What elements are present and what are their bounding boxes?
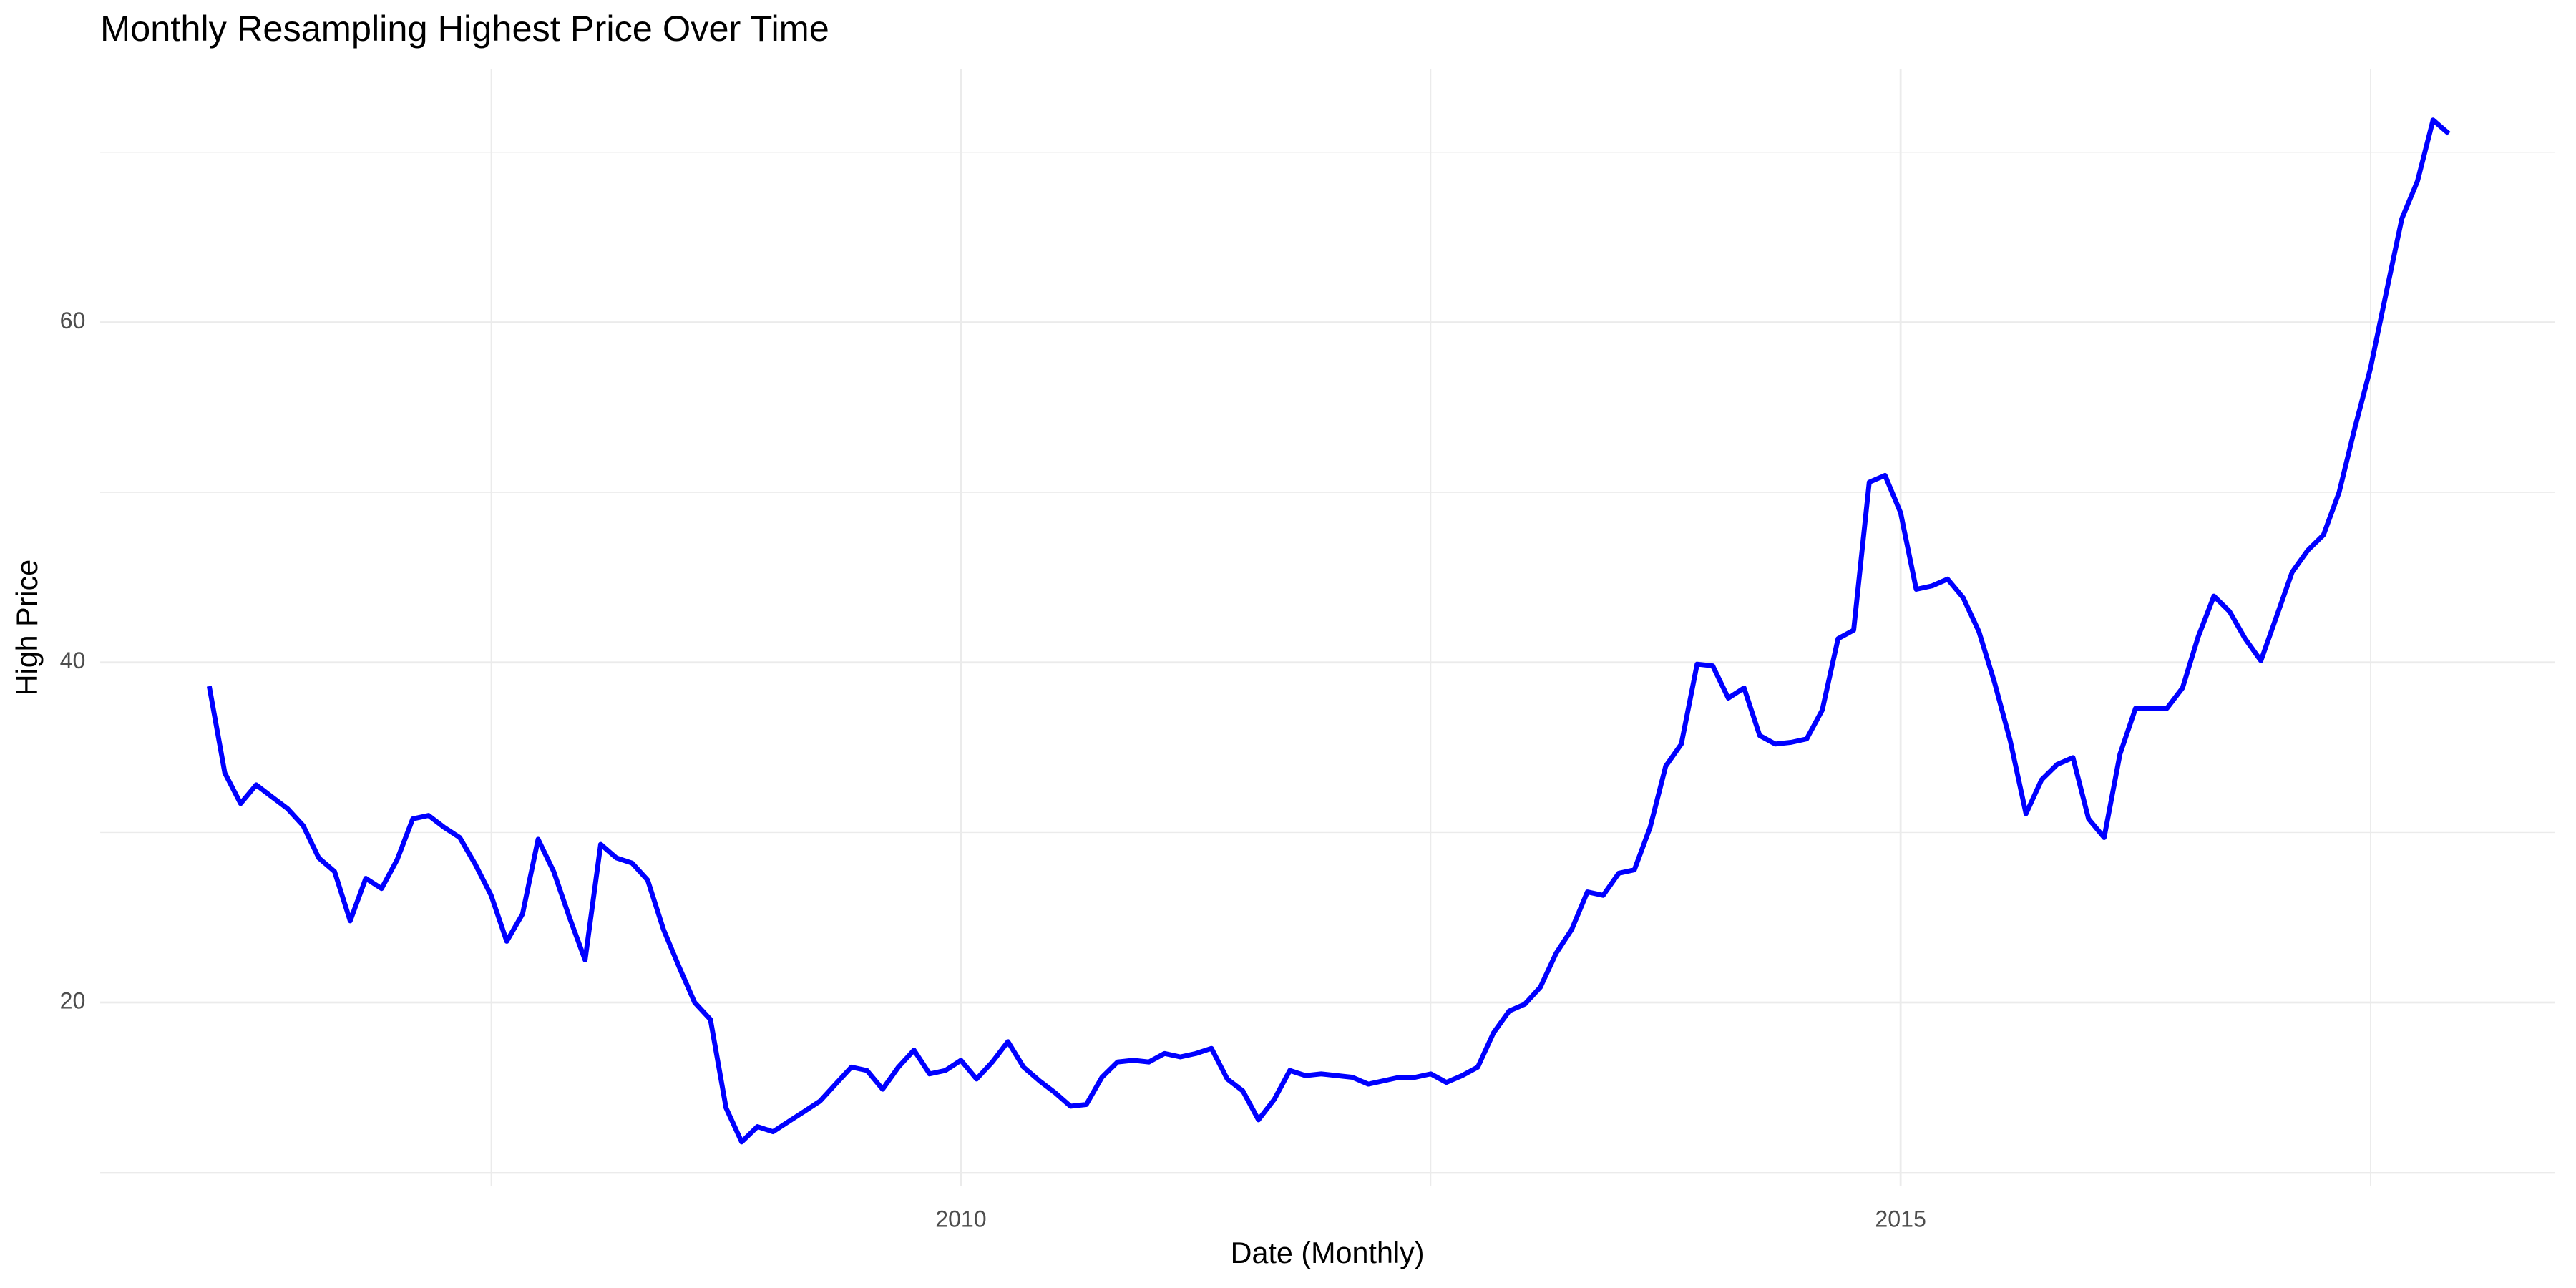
x-axis-label: Date (Monthly) [1231,1236,1425,1269]
chart-title: Monthly Resampling Highest Price Over Ti… [100,8,829,49]
y-axis-label: High Price [11,560,44,696]
grid: 20 40 60 2010 2015 [60,69,2555,1231]
y-tick-label: 20 [60,987,86,1013]
data-line [206,117,2451,1145]
x-tick-label: 2010 [935,1206,986,1231]
plot-area [206,117,2451,1145]
x-tick-label: 2015 [1875,1206,1926,1231]
y-tick-label: 60 [60,308,86,333]
y-tick-label: 40 [60,648,86,673]
